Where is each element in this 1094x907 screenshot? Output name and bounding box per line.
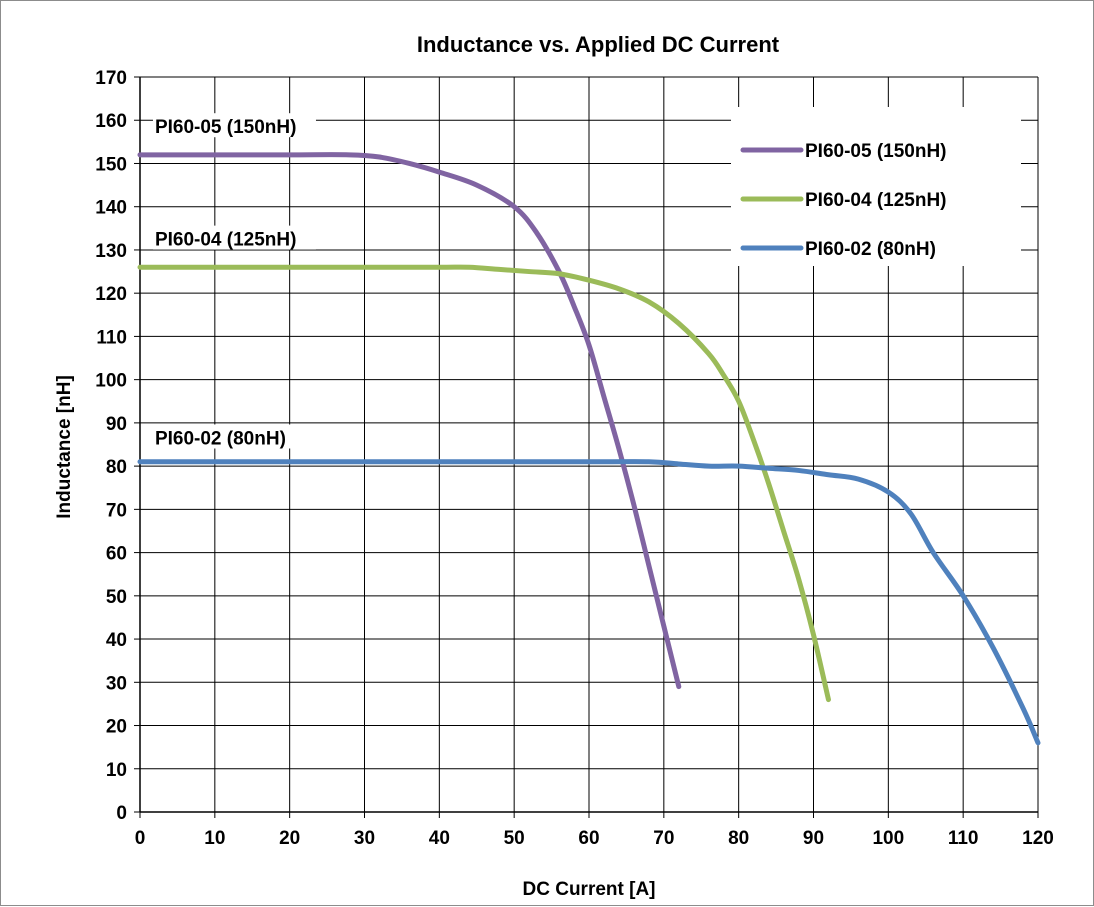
- y-tick-label: 160: [95, 111, 127, 132]
- legend-label: PI60-04 (125nH): [805, 190, 947, 211]
- y-tick-label: 100: [95, 371, 127, 392]
- x-tick-label: 60: [578, 828, 599, 849]
- y-tick-label: 40: [106, 630, 127, 651]
- x-tick-label: 0: [135, 828, 146, 849]
- x-tick-label: 40: [429, 828, 450, 849]
- y-tick-label: 120: [95, 284, 127, 305]
- legend-label: PI60-02 (80nH): [805, 239, 936, 260]
- series-annotation-bg: [152, 424, 306, 449]
- x-tick-label: 70: [653, 828, 674, 849]
- series-line: [137, 459, 1041, 746]
- y-tick-label: 50: [106, 587, 127, 608]
- series-annotation-bg: [152, 113, 316, 138]
- y-tick-label: 30: [106, 673, 127, 694]
- axes: 0102030405060708090100110120130140150160…: [95, 68, 1054, 849]
- legend: PI60-05 (150nH) PI60-04 (125nH) PI60-02 (8…: [731, 107, 1021, 266]
- x-tick-label: 30: [354, 828, 375, 849]
- series-annotation: PI60-04 (125nH): [155, 230, 297, 251]
- y-tick-label: 170: [95, 68, 127, 89]
- series-annotation: PI60-02 (80nH): [155, 429, 286, 450]
- y-tick-label: 60: [106, 544, 127, 565]
- series-annotations: PI60-05 (150nH) PI60-04 (125nH) PI60-02 (8…: [152, 113, 316, 450]
- legend-box: [731, 107, 1021, 266]
- series-annotation-bg: [152, 225, 316, 250]
- y-tick-label: 20: [106, 717, 127, 738]
- chart-title: Inductance vs. Applied DC Current: [417, 32, 780, 57]
- y-tick-label: 10: [106, 760, 127, 781]
- y-tick-label: 90: [106, 414, 127, 435]
- series-line: [137, 264, 831, 703]
- y-axis-title: Inductance [nH]: [54, 375, 75, 519]
- x-axis-title: DC Current [A]: [523, 879, 656, 900]
- x-tick-label: 10: [204, 828, 225, 849]
- x-tick-label: 100: [872, 828, 904, 849]
- y-tick-label: 70: [106, 500, 127, 521]
- series-annotation: PI60-05 (150nH): [155, 117, 297, 138]
- x-tick-label: 120: [1022, 828, 1054, 849]
- y-tick-label: 140: [95, 198, 127, 219]
- x-tick-label: 20: [279, 828, 300, 849]
- y-tick-label: 130: [95, 241, 127, 262]
- series-line: [137, 152, 682, 690]
- x-tick-label: 50: [504, 828, 525, 849]
- y-tick-label: 80: [106, 457, 127, 478]
- legend-label: PI60-05 (150nH): [805, 141, 947, 162]
- y-tick-label: 110: [96, 327, 127, 348]
- x-tick-label: 80: [728, 828, 749, 849]
- y-tick-label: 0: [116, 803, 127, 824]
- y-tick-label: 150: [95, 154, 127, 175]
- series-lines: [137, 152, 1041, 746]
- x-tick-label: 90: [803, 828, 824, 849]
- x-tick-label: 110: [948, 828, 979, 849]
